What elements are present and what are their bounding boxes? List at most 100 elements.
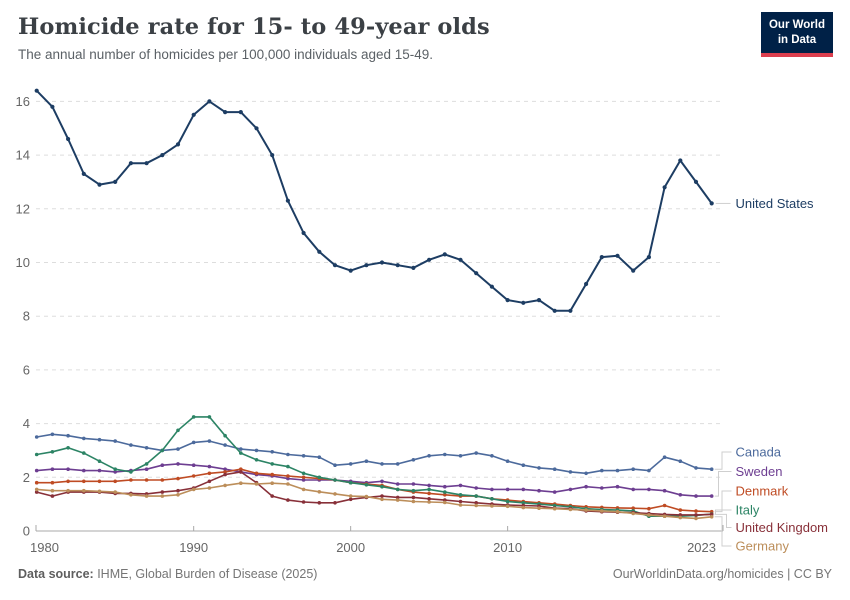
data-point-germany-2012 [537,506,541,511]
data-point-united-kingdom-2007 [458,499,463,504]
data-point-canada-2018 [631,467,635,472]
y-tick-label-2: 2 [23,470,30,485]
data-point-canada-1997 [301,454,306,458]
series-germany: Germany [34,481,790,554]
data-point-denmark-2019 [647,506,651,511]
data-point-united-states-2018 [631,268,636,273]
data-point-united-states-2014 [568,308,573,313]
data-point-united-states-2004 [411,265,416,270]
series-line-sweden[interactable] [36,463,712,497]
data-point-germany-2017 [615,509,620,514]
y-tick-label-12: 12 [16,201,30,216]
data-point-united-kingdom-2003 [395,495,400,500]
data-point-germany-1984 [97,489,102,494]
data-point-united-states-2008 [474,271,479,276]
data-point-canada-1989 [176,447,180,451]
data-point-canada-2012 [537,466,541,470]
data-point-united-states-1998 [317,249,322,254]
series-label-italy[interactable]: Italy [736,503,760,518]
data-point-canada-2007 [458,454,463,458]
chart-header: Homicide rate for 15- to 49-year olds Th… [18,14,730,62]
data-point-germany-2003 [395,498,400,502]
data-point-germany-1986 [129,493,133,497]
credit-link[interactable]: OurWorldinData.org/homicides | CC BY [612,567,832,581]
data-point-germany-2000 [348,494,353,498]
data-point-germany-2015 [584,508,588,512]
x-tick-label-1980: 1980 [30,540,59,555]
data-point-canada-2005 [427,454,431,458]
data-point-sweden-2010 [505,487,510,492]
data-point-italy-1998 [317,475,322,480]
data-point-canada-2013 [552,467,557,472]
data-point-sweden-2017 [615,484,620,489]
series-line-united-states[interactable] [35,90,713,312]
data-point-united-states-1995 [270,153,275,158]
data-point-united-kingdom-2004 [411,495,416,500]
logo-line1: Our World [768,19,825,31]
series-label-united-states[interactable]: United States [736,196,815,211]
data-point-germany-2020 [662,514,667,518]
data-point-canada-1987 [144,446,149,450]
data-point-italy-1995 [270,462,275,466]
data-point-italy-2004 [411,488,416,493]
data-point-germany-2018 [631,511,635,516]
series-line-denmark[interactable] [36,468,712,513]
data-point-sweden-1984 [97,468,102,473]
series-line-germany[interactable] [36,482,712,520]
data-point-united-states-1999 [332,263,338,268]
data-point-united-kingdom-1981 [50,494,55,498]
data-point-sweden-2023 [709,494,714,498]
data-point-germany-2013 [552,506,557,511]
owid-logo[interactable]: Our World in Data [760,12,833,57]
data-point-sweden-1990 [191,463,196,468]
data-point-canada-2020 [662,455,667,460]
data-point-denmark-1989 [176,476,180,481]
data-point-italy-2010 [505,499,510,504]
data-point-united-states-2017 [615,253,620,258]
data-point-united-states-2002 [379,260,385,265]
x-tick-label-1990: 1990 [179,540,208,555]
series-line-canada[interactable] [36,433,712,475]
data-point-united-states-1997 [301,230,306,236]
data-point-germany-2002 [380,497,384,502]
data-point-denmark-1991 [207,471,212,476]
data-point-sweden-2021 [678,493,683,497]
data-point-sweden-2013 [552,490,557,494]
y-tick-label-10: 10 [16,255,30,270]
data-point-germany-1992 [223,483,227,488]
data-point-sweden-2020 [662,488,667,493]
data-point-sweden-1991 [207,464,212,469]
data-point-denmark-1987 [144,478,149,482]
data-point-denmark-1993 [239,467,243,472]
data-point-united-states-1996 [285,198,290,203]
series-line-italy[interactable] [36,416,712,517]
data-point-italy-2008 [474,494,479,498]
data-point-canada-1981 [50,432,55,437]
page-title: Homicide rate for 15- to 49-year olds [18,14,490,40]
data-point-germany-1995 [270,481,275,486]
data-point-canada-2008 [474,451,479,455]
data-point-canada-1985 [113,439,117,443]
series-label-united-kingdom[interactable]: United Kingdom [736,520,829,535]
data-point-germany-2008 [474,503,479,508]
data-point-sweden-2009 [490,487,494,492]
data-source-value: IHME, Global Burden of Disease (2025) [93,567,318,581]
data-point-sweden-1987 [144,467,149,472]
series-label-canada[interactable]: Canada [736,445,782,460]
data-point-germany-2022 [694,516,698,521]
series-label-sweden[interactable]: Sweden [736,464,783,479]
data-point-germany-2009 [490,504,494,508]
data-point-sweden-2016 [600,486,604,490]
data-source: Data source: IHME, Global Burden of Dise… [18,567,317,581]
data-point-canada-1990 [191,440,196,445]
data-point-denmark-2006 [443,493,447,497]
data-point-canada-1982 [66,433,70,438]
data-point-italy-1987 [144,462,149,466]
data-point-denmark-1980 [34,480,39,485]
data-point-denmark-1986 [129,478,133,482]
data-point-sweden-2014 [568,487,573,492]
data-point-italy-1996 [286,464,290,469]
series-label-denmark[interactable]: Denmark [736,484,789,499]
series-label-germany[interactable]: Germany [736,539,790,554]
y-tick-label-8: 8 [23,309,30,324]
